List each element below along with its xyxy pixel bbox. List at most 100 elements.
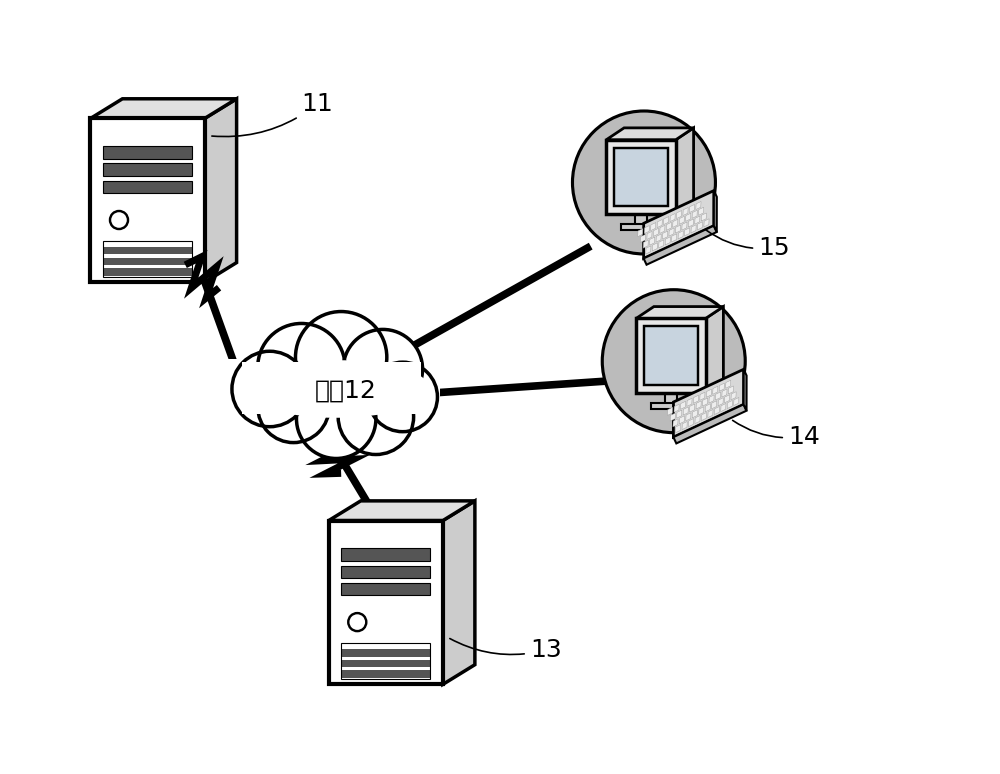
Polygon shape [704, 219, 709, 227]
Bar [606, 140, 676, 214]
Polygon shape [673, 219, 678, 228]
Bar [103, 180, 192, 193]
Polygon shape [205, 99, 237, 283]
Circle shape [258, 371, 329, 443]
Ellipse shape [572, 111, 715, 254]
Bar [614, 148, 668, 207]
Text: 15: 15 [706, 230, 790, 260]
Bar [103, 247, 192, 255]
Polygon shape [702, 398, 708, 406]
Polygon shape [683, 207, 688, 215]
Polygon shape [686, 214, 691, 221]
Text: 网络12: 网络12 [315, 379, 377, 403]
Polygon shape [726, 380, 731, 389]
Bar [222, 359, 440, 423]
Polygon shape [660, 225, 665, 233]
Polygon shape [647, 231, 652, 239]
Polygon shape [695, 416, 700, 423]
Polygon shape [652, 243, 657, 251]
Polygon shape [722, 389, 727, 397]
Text: 13: 13 [450, 638, 562, 662]
Ellipse shape [242, 360, 431, 418]
Text: 14: 14 [733, 420, 820, 449]
Polygon shape [682, 222, 687, 230]
Circle shape [296, 379, 376, 458]
Polygon shape [666, 222, 671, 231]
Polygon shape [669, 228, 674, 236]
Polygon shape [685, 228, 690, 236]
Polygon shape [696, 201, 701, 210]
Polygon shape [676, 211, 682, 218]
Polygon shape [688, 219, 693, 227]
Bar [341, 659, 430, 667]
Polygon shape [665, 237, 670, 245]
Bar [103, 146, 192, 159]
Bar [341, 643, 430, 680]
Polygon shape [668, 407, 673, 416]
Polygon shape [606, 128, 694, 140]
Ellipse shape [602, 289, 745, 433]
Circle shape [232, 351, 307, 426]
Polygon shape [675, 225, 681, 233]
Polygon shape [691, 224, 696, 233]
Polygon shape [676, 128, 694, 214]
Polygon shape [709, 395, 714, 403]
Circle shape [348, 613, 366, 631]
Polygon shape [706, 389, 711, 397]
Polygon shape [644, 225, 649, 234]
Polygon shape [695, 216, 700, 224]
Bar [341, 670, 430, 678]
Polygon shape [686, 413, 691, 421]
Polygon shape [705, 404, 710, 412]
Polygon shape [644, 190, 714, 259]
Polygon shape [690, 404, 695, 412]
Polygon shape [640, 235, 646, 242]
Polygon shape [714, 190, 717, 232]
Bar [636, 318, 706, 393]
Polygon shape [692, 409, 697, 418]
Polygon shape [673, 419, 678, 426]
Polygon shape [662, 231, 668, 239]
Bar [621, 224, 661, 230]
Polygon shape [664, 217, 669, 224]
Polygon shape [677, 410, 682, 418]
Polygon shape [697, 222, 703, 230]
Bar [329, 521, 443, 684]
Polygon shape [443, 501, 475, 684]
Polygon shape [706, 307, 723, 393]
Polygon shape [636, 307, 723, 318]
Bar [635, 212, 647, 226]
Polygon shape [673, 404, 747, 444]
Polygon shape [670, 413, 675, 421]
Polygon shape [731, 392, 736, 399]
Polygon shape [674, 404, 679, 413]
Polygon shape [713, 386, 718, 394]
Bar [103, 269, 192, 276]
Bar [644, 327, 698, 385]
Bar [665, 391, 677, 405]
Bar [103, 163, 192, 176]
Polygon shape [657, 220, 662, 228]
Polygon shape [692, 211, 697, 218]
Polygon shape [734, 398, 739, 406]
Circle shape [343, 330, 423, 409]
Polygon shape [680, 401, 686, 409]
Bar [651, 403, 691, 409]
Bar [103, 241, 192, 277]
Polygon shape [699, 207, 704, 215]
Polygon shape [689, 204, 695, 213]
Polygon shape [696, 401, 701, 409]
Polygon shape [656, 234, 661, 242]
Polygon shape [676, 425, 681, 433]
Circle shape [295, 312, 387, 403]
Polygon shape [700, 392, 705, 400]
Polygon shape [682, 422, 687, 430]
Circle shape [110, 211, 128, 229]
Polygon shape [701, 213, 706, 221]
Bar [341, 566, 430, 578]
Polygon shape [644, 226, 717, 265]
Polygon shape [638, 228, 643, 237]
Text: 11: 11 [212, 92, 333, 136]
Polygon shape [670, 214, 675, 221]
Polygon shape [687, 399, 692, 406]
